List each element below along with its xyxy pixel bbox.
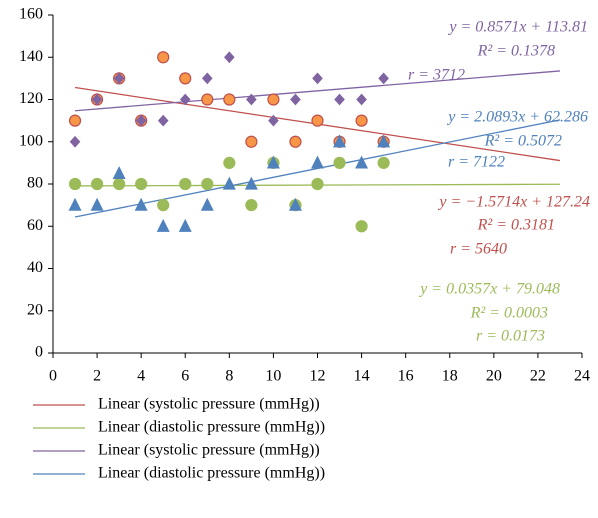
point (201, 93, 214, 106)
point (200, 197, 214, 211)
point (289, 135, 302, 148)
legend-label: Linear (diastolic pressure (mmHg)) (98, 465, 325, 482)
x-tick-label: 22 (530, 368, 546, 385)
point (69, 135, 81, 148)
point (201, 72, 213, 85)
x-tick-label: 4 (137, 368, 145, 385)
legend-label: Linear (systolic pressure (mmHg)) (98, 396, 320, 413)
point (246, 93, 257, 106)
y-tick-label: 160 (19, 6, 43, 23)
point (68, 197, 82, 211)
trendline-annotation: R² = 0.0003 (470, 305, 548, 322)
point (266, 155, 280, 169)
legend-label: Linear (systolic pressure (mmHg)) (98, 442, 320, 459)
point (377, 156, 390, 169)
trendline-annotation: y = 0.8571x + 113.81 (447, 19, 588, 36)
point (355, 155, 369, 169)
point (156, 218, 170, 232)
point (179, 72, 192, 85)
trendline-annotation: y = 0.0357x + 79.048 (418, 281, 560, 298)
trendline-annotation: r = 5640 (450, 241, 507, 258)
point (135, 177, 148, 191)
point (334, 93, 345, 106)
point (113, 177, 126, 191)
y-tick-label: 80 (27, 175, 43, 192)
point (112, 166, 126, 180)
point (91, 93, 103, 106)
x-tick-label: 12 (310, 368, 326, 385)
point (245, 135, 258, 148)
point (355, 220, 368, 233)
x-tick-label: 14 (354, 368, 370, 385)
point (113, 72, 125, 85)
point (378, 72, 389, 85)
trendline-annotation: r = 0.0173 (476, 328, 545, 345)
point (377, 134, 391, 148)
point (157, 114, 169, 127)
trendline-annotation: y = −1.5714x + 127.24 (437, 194, 590, 211)
point (90, 197, 104, 211)
point (157, 199, 170, 212)
point (201, 177, 214, 191)
y-tick-label: 40 (27, 259, 43, 276)
point (288, 197, 302, 211)
trendline-annotation: R² = 0.3181 (477, 217, 555, 234)
point (134, 197, 148, 211)
point (223, 156, 236, 169)
point (68, 114, 82, 127)
y-tick-label: 60 (27, 217, 43, 234)
trendline-annotation: R² = 0.1378 (477, 43, 555, 60)
point (135, 114, 147, 127)
point (311, 155, 324, 169)
point (68, 177, 82, 191)
point (268, 114, 279, 127)
point (355, 114, 368, 127)
point (178, 218, 192, 232)
point (267, 93, 280, 106)
y-tick-label: 100 (19, 132, 43, 149)
point (311, 114, 324, 127)
point (356, 93, 367, 106)
point (312, 72, 323, 85)
legend-label: Linear (diastolic pressure (mmHg)) (98, 419, 325, 436)
point (333, 156, 346, 169)
x-tick-label: 24 (574, 368, 590, 385)
point (224, 51, 235, 64)
y-tick-label: 140 (19, 48, 43, 65)
x-tick-label: 20 (486, 368, 502, 385)
point (90, 177, 104, 191)
y-tick-label: 0 (35, 344, 43, 361)
x-tick-label: 2 (93, 368, 101, 385)
trendline-annotation: y = 2.0893x + 62.286 (446, 109, 588, 126)
y-tick-label: 120 (19, 90, 43, 107)
x-tick-label: 18 (442, 368, 458, 385)
trendline-annotation: R² = 0.5072 (484, 133, 562, 150)
point (311, 177, 324, 191)
point (245, 199, 258, 212)
x-tick-label: 10 (265, 368, 281, 385)
point (244, 176, 258, 190)
point (222, 176, 236, 190)
point (157, 51, 170, 64)
point (290, 93, 301, 106)
point (179, 93, 191, 106)
point (223, 93, 236, 106)
y-tick-label: 20 (27, 301, 43, 318)
x-tick-label: 0 (49, 368, 57, 385)
x-tick-label: 8 (225, 368, 233, 385)
point (179, 177, 192, 191)
trendline-annotation: r = 7122 (448, 154, 505, 171)
x-tick-label: 16 (398, 368, 414, 385)
trendline (74, 70, 561, 112)
x-tick-label: 6 (181, 368, 189, 385)
trendline-annotation: r = 3712 (408, 67, 465, 84)
point (333, 134, 347, 148)
